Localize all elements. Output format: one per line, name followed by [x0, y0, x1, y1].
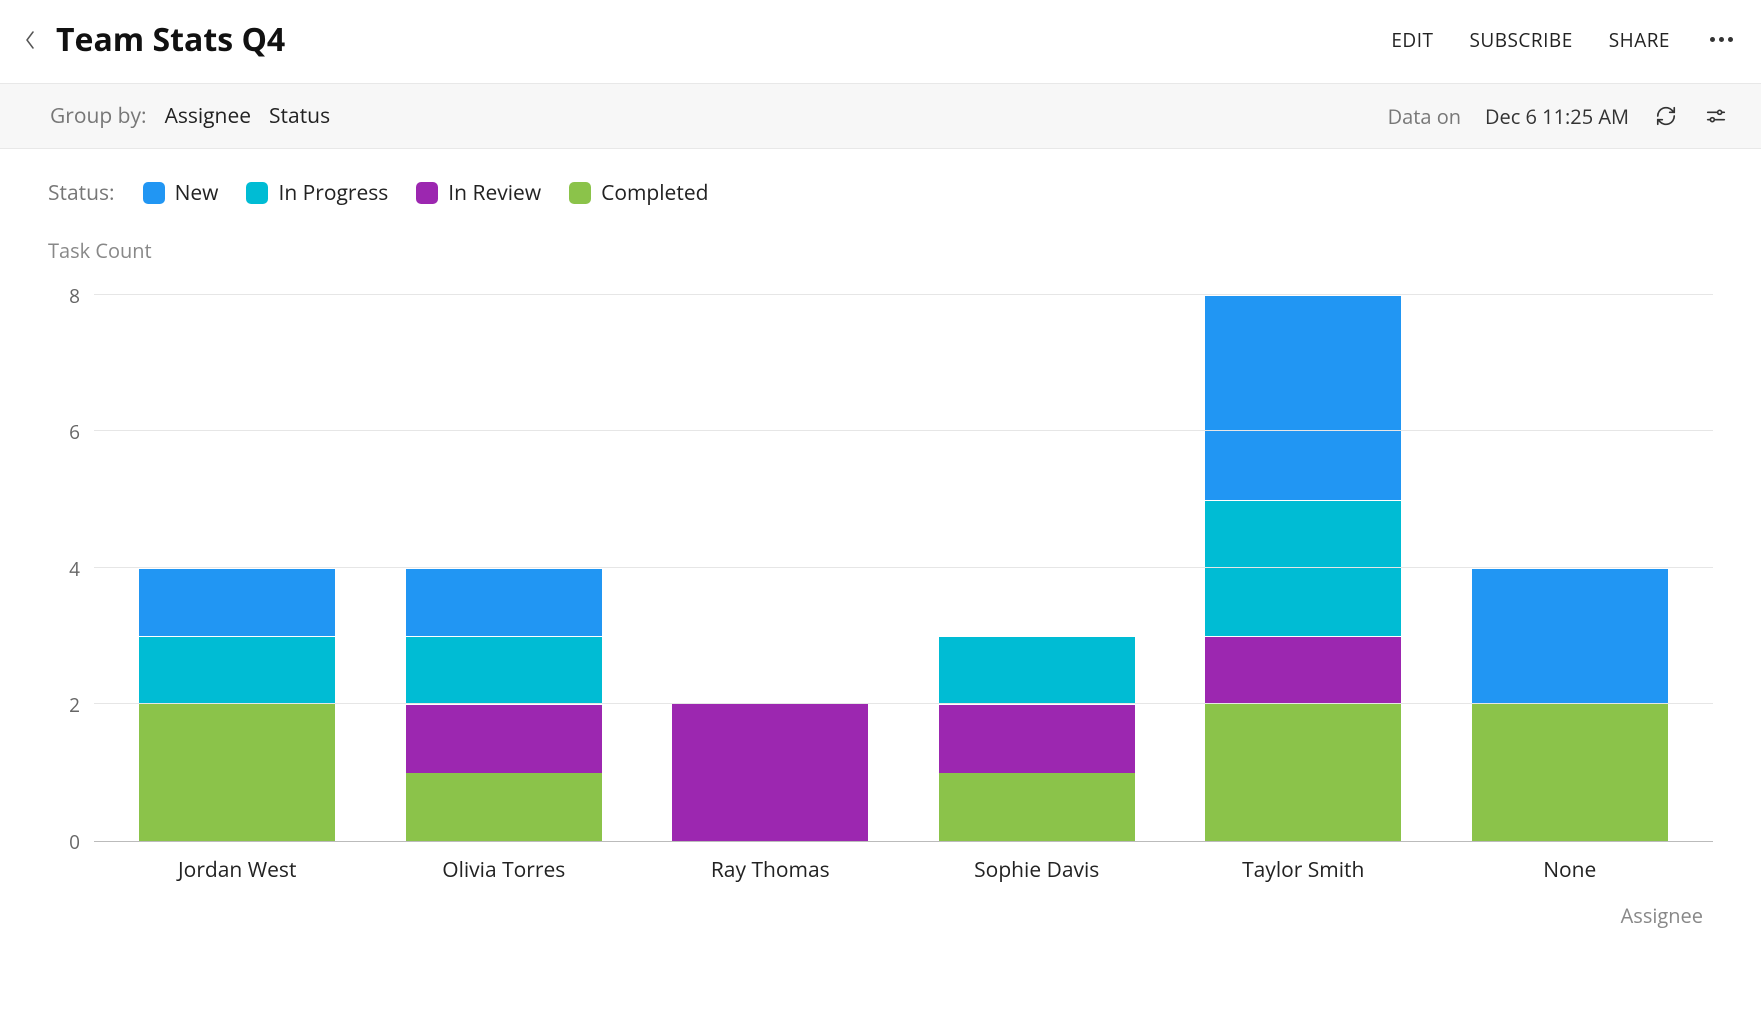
- plot-area: [94, 282, 1713, 842]
- legend-item-label: In Review: [448, 179, 541, 207]
- legend-item-label: New: [175, 179, 219, 207]
- bar-segment-completed: [1205, 704, 1401, 841]
- data-on-value: Dec 6 11:25 AM: [1485, 103, 1629, 130]
- y-axis: 02468: [48, 282, 94, 842]
- bar-segment-in_progress: [1205, 500, 1401, 637]
- bar-segment-in_review: [939, 704, 1135, 772]
- x-axis-label: Jordan West: [139, 856, 335, 884]
- bar-segment-completed: [406, 773, 602, 841]
- legend-swatch: [246, 182, 268, 204]
- edit-button[interactable]: EDIT: [1391, 27, 1433, 53]
- y-tick-label: 4: [69, 556, 80, 582]
- bar-column[interactable]: [1205, 282, 1401, 841]
- bar-segment-in_review: [406, 704, 602, 772]
- y-tick-label: 6: [69, 419, 80, 445]
- data-on-label: Data on: [1388, 103, 1461, 130]
- bar-segment-in_progress: [139, 636, 335, 704]
- bar-column[interactable]: [139, 282, 335, 841]
- x-axis-label: Taylor Smith: [1205, 856, 1401, 884]
- bar-segment-in_review: [672, 704, 868, 841]
- grid-line: [94, 294, 1713, 295]
- bar-segment-in_review: [1205, 636, 1401, 704]
- bar-segment-in_progress: [939, 636, 1135, 704]
- group-by: Group by: Assignee Status: [50, 102, 330, 130]
- bar-segment-completed: [939, 773, 1135, 841]
- group-by-assignee[interactable]: Assignee: [165, 102, 251, 130]
- chart: 02468: [48, 282, 1713, 842]
- bar-segment-completed: [1472, 704, 1668, 841]
- toolbar: Group by: Assignee Status Data on Dec 6 …: [0, 84, 1761, 149]
- legend-swatch: [143, 182, 165, 204]
- legend-swatch: [569, 182, 591, 204]
- bar-column[interactable]: [406, 282, 602, 841]
- subscribe-button[interactable]: SUBSCRIBE: [1469, 27, 1572, 53]
- y-tick-label: 2: [69, 692, 80, 718]
- group-by-label: Group by:: [50, 102, 147, 130]
- x-axis-label: Ray Thomas: [672, 856, 868, 884]
- bar-segment-new: [1472, 568, 1668, 705]
- x-axis-labels: Jordan West Olivia Torres Ray Thomas Sophie…: [48, 842, 1713, 884]
- x-axis-label: None: [1472, 856, 1668, 884]
- legend-item-new[interactable]: New: [143, 179, 219, 207]
- share-button[interactable]: SHARE: [1609, 27, 1670, 53]
- grid-line: [94, 703, 1713, 704]
- header-actions: EDIT SUBSCRIBE SHARE: [1391, 27, 1737, 53]
- legend-item-label: Completed: [601, 179, 708, 207]
- legend-item-label: In Progress: [278, 179, 388, 207]
- y-axis-title: Task Count: [48, 237, 1713, 264]
- header-left: Team Stats Q4: [18, 18, 285, 61]
- content: Status: New In Progress In Review Completed…: [0, 149, 1761, 949]
- refresh-icon[interactable]: [1653, 103, 1679, 129]
- bars-row: [94, 282, 1713, 841]
- bar-column[interactable]: [672, 282, 868, 841]
- header: Team Stats Q4 EDIT SUBSCRIBE SHARE: [0, 0, 1761, 84]
- toolbar-right: Data on Dec 6 11:25 AM: [1388, 103, 1729, 130]
- back-icon[interactable]: [18, 28, 42, 52]
- bar-column[interactable]: [1472, 282, 1668, 841]
- y-tick-label: 0: [69, 829, 80, 855]
- grid-line: [94, 430, 1713, 431]
- bar-segment-new: [406, 568, 602, 636]
- x-axis-label: Olivia Torres: [406, 856, 602, 884]
- settings-sliders-icon[interactable]: [1703, 103, 1729, 129]
- page-title: Team Stats Q4: [56, 18, 285, 61]
- x-axis-label: Sophie Davis: [939, 856, 1135, 884]
- grid-line: [94, 567, 1713, 568]
- bar-segment-in_progress: [406, 636, 602, 704]
- y-tick-label: 8: [69, 283, 80, 309]
- legend-item-completed[interactable]: Completed: [569, 179, 708, 207]
- legend-swatch: [416, 182, 438, 204]
- x-axis-title: Assignee: [48, 884, 1713, 929]
- legend: Status: New In Progress In Review Completed: [48, 179, 1713, 207]
- legend-label: Status:: [48, 179, 115, 207]
- legend-item-in_review[interactable]: In Review: [416, 179, 541, 207]
- bar-segment-completed: [139, 704, 335, 841]
- bar-segment-new: [1205, 295, 1401, 500]
- more-icon[interactable]: [1706, 37, 1737, 42]
- bar-segment-new: [139, 568, 335, 636]
- bar-column[interactable]: [939, 282, 1135, 841]
- group-by-status[interactable]: Status: [269, 102, 330, 130]
- legend-item-in_progress[interactable]: In Progress: [246, 179, 388, 207]
